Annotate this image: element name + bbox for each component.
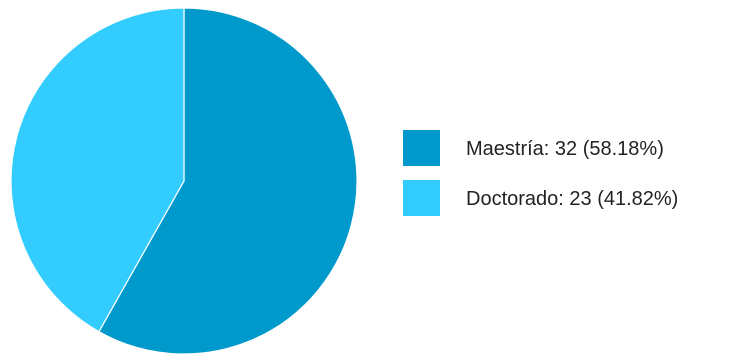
legend: Maestría: 32 (58.18%) Doctorado: 23 (41.… bbox=[403, 130, 678, 216]
pie-slices bbox=[10, 7, 358, 355]
legend-label-doctorado: Doctorado: 23 (41.82%) bbox=[466, 188, 678, 210]
legend-swatch-doctorado bbox=[403, 180, 440, 216]
pie-slice-maestria bbox=[98, 7, 358, 355]
legend-swatch-maestria bbox=[403, 130, 440, 166]
legend-label-maestria: Maestría: 32 (58.18%) bbox=[466, 138, 664, 160]
pie-slice-doctorado bbox=[10, 7, 185, 333]
